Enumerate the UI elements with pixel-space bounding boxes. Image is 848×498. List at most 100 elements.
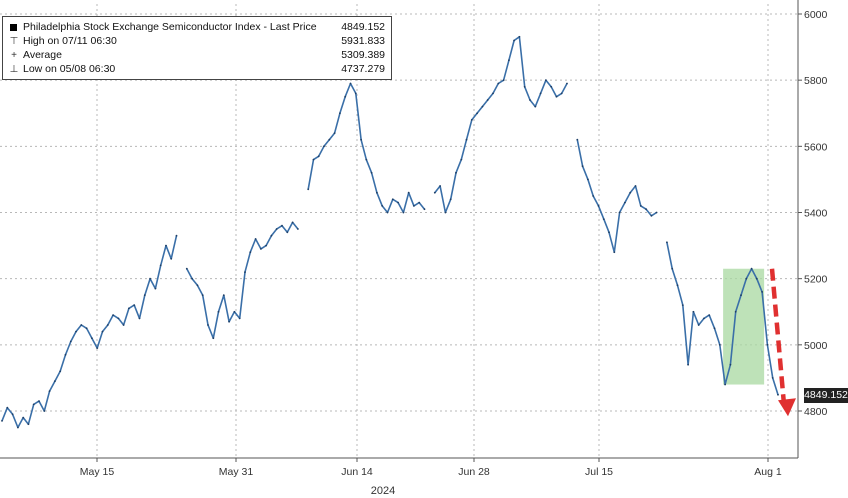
data-point [6,406,9,409]
data-point [777,393,779,396]
data-point [613,251,616,254]
data-point [297,228,299,230]
legend-title-row: Philadelphia Stock Exchange Semiconducto… [9,21,385,34]
data-point [729,363,732,366]
data-point [576,138,579,141]
data-point [692,310,695,313]
price-series [1,35,779,429]
data-point [386,211,389,214]
data-point [718,343,721,346]
data-point [650,214,653,217]
arrow-head [778,398,796,417]
x-tick-label: May 31 [219,466,254,478]
data-point [449,198,452,201]
data-point [671,267,674,270]
data-point [724,383,726,386]
data-point [281,224,283,227]
data-point [476,112,478,115]
x-tick-label: May 15 [80,466,115,478]
data-point [112,314,114,316]
data-point [740,294,742,297]
arrow-shaft [769,268,787,405]
data-point [260,248,262,250]
data-point [228,320,231,323]
data-point [196,284,199,287]
high-marker-icon: ⊤ [9,36,19,47]
data-point [703,317,705,320]
data-point [175,234,178,237]
y-tick-label: 5800 [804,75,828,87]
data-point [11,413,14,416]
data-point [381,205,384,207]
data-point [133,304,136,306]
average-marker-icon: + [11,50,17,61]
data-point [265,244,267,247]
data-point [54,380,56,383]
data-point [339,112,341,115]
data-point [365,158,368,161]
data-point [170,257,173,260]
data-point [597,205,600,207]
data-point [534,105,537,108]
data-point [481,105,484,108]
data-point [376,191,378,194]
data-point [91,337,93,340]
data-point [312,158,315,161]
data-point [238,317,241,320]
data-point [59,370,62,373]
data-point [560,92,563,95]
data-point [222,294,225,297]
data-point [333,132,336,135]
low-marker-icon: ⊥ [9,64,19,75]
data-point [492,92,494,95]
y-axis: 4800 5000 5200 5400 5600 5800 6000 [797,0,828,458]
data-point [566,82,568,85]
data-point [460,158,463,161]
data-point [624,201,626,204]
data-point [745,277,748,280]
data-point [397,201,399,204]
data-point [618,211,621,214]
data-point [122,324,125,326]
data-point [529,99,531,101]
data-point [370,171,373,174]
data-point [212,337,215,340]
legend-average-row: + Average 5309.389 [9,49,385,62]
data-point [486,99,489,101]
data-point [592,195,595,197]
data-point [165,244,167,247]
series-line-segment [434,35,568,214]
data-point [117,317,120,320]
data-point [639,205,642,207]
data-point [697,324,700,326]
y-tick-label: 5400 [804,208,828,220]
series-line-segment [1,235,178,429]
y-tick-label: 6000 [804,9,828,21]
data-point [555,95,558,98]
legend-low-row: ⊥ Low on 05/08 06:30 4737.279 [9,63,385,76]
data-point [185,267,188,270]
data-point [317,155,320,158]
data-point [80,324,83,326]
data-point [539,92,542,95]
series-line-segment [307,82,426,214]
legend-high-value: 5931.833 [341,35,385,47]
data-point [423,208,426,211]
data-point [750,267,753,270]
data-point [138,317,141,320]
data-point [270,234,273,237]
data-point [681,304,684,306]
legend-low-label: Low on 05/08 06:30 [23,63,116,75]
data-point [201,294,204,297]
data-point [407,191,410,194]
data-point [244,271,246,273]
data-point [360,138,362,141]
data-point [687,363,689,366]
data-point [75,330,77,333]
data-point [655,211,658,214]
data-point [143,294,146,297]
data-point [634,185,637,187]
y-tick-label: 5600 [804,141,828,153]
data-point [602,218,605,221]
data-point [38,400,40,402]
